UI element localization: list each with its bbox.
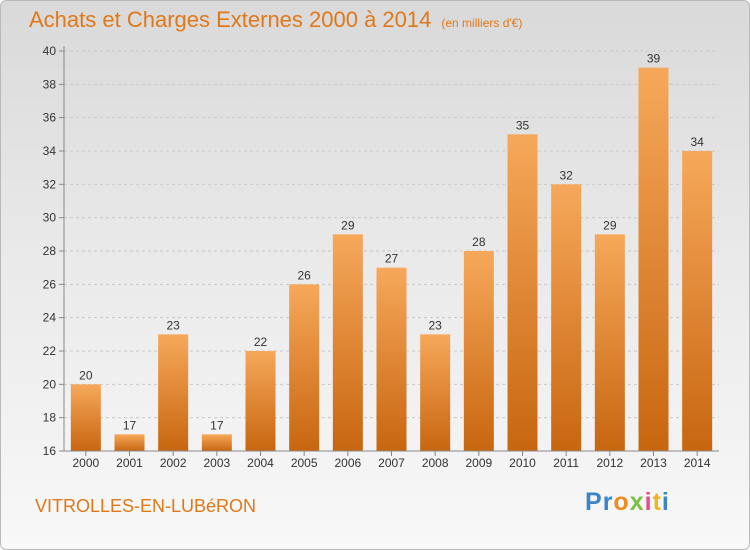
x-tick-label: 2009 <box>465 456 492 470</box>
x-tick-label: 2000 <box>72 456 99 470</box>
chart-title: Achats et Charges Externes 2000 à 2014 (e… <box>29 7 522 33</box>
y-tick-label: 16 <box>43 444 57 458</box>
x-tick-label: 2004 <box>247 456 274 470</box>
y-tick-label: 24 <box>43 311 57 325</box>
x-tick-label: 2013 <box>640 456 667 470</box>
bar-value-label: 23 <box>166 318 180 332</box>
bar <box>638 67 669 452</box>
x-tick-label: 2012 <box>596 456 623 470</box>
bar-value-label: 17 <box>123 418 137 432</box>
bar-value-label: 23 <box>428 318 442 332</box>
x-tick-label: 2010 <box>509 456 536 470</box>
bar-value-label: 34 <box>690 135 704 149</box>
bar <box>332 234 363 451</box>
bar-value-label: 39 <box>647 52 661 66</box>
bar <box>376 267 407 451</box>
chart-title-text: Achats et Charges Externes 2000 à 2014 <box>29 7 432 32</box>
bar <box>594 234 625 451</box>
y-tick-label: 28 <box>43 244 57 258</box>
y-tick-label: 20 <box>43 377 57 391</box>
commune-name: VITROLLES-EN-LUBéRON <box>35 496 257 516</box>
y-tick-label: 38 <box>43 77 57 91</box>
bar <box>114 434 145 451</box>
bar-value-label: 27 <box>385 252 399 266</box>
bar-value-label: 20 <box>79 368 93 382</box>
x-tick-label: 2008 <box>422 456 449 470</box>
bar <box>507 134 538 452</box>
bar <box>201 434 232 451</box>
bar <box>245 351 276 451</box>
x-tick-label: 2003 <box>203 456 230 470</box>
bar-value-label: 22 <box>254 335 268 349</box>
bar-value-label: 29 <box>603 218 617 232</box>
y-tick-label: 36 <box>43 111 57 125</box>
bar <box>551 184 582 452</box>
bar <box>463 251 494 451</box>
bar <box>682 151 713 451</box>
y-tick-label: 40 <box>43 44 57 58</box>
y-tick-label: 22 <box>43 344 57 358</box>
x-tick-label: 2002 <box>160 456 187 470</box>
y-tick-label: 18 <box>43 411 57 425</box>
bar <box>420 334 451 451</box>
chart-subtitle: (en milliers d'€) <box>441 16 523 30</box>
y-tick-label: 26 <box>43 277 57 291</box>
x-tick-label: 2011 <box>553 456 579 470</box>
bar-value-label: 17 <box>210 418 224 432</box>
y-tick-label: 30 <box>43 211 57 225</box>
y-tick-label: 34 <box>43 144 57 158</box>
x-tick-label: 2005 <box>291 456 318 470</box>
x-tick-label: 2014 <box>684 456 711 470</box>
bar <box>158 334 189 451</box>
bar-value-label: 35 <box>516 118 530 132</box>
proxiti-logo: Proxiti <box>585 488 670 516</box>
bar <box>289 284 320 451</box>
bar-value-label: 26 <box>297 268 311 282</box>
bar-value-label: 32 <box>559 168 573 182</box>
axes: 16 18 20 22 24 26 28 30 32 34 36 38 40 2000 2001 2002 20… <box>43 44 719 470</box>
x-tick-label: 2006 <box>334 456 361 470</box>
bars: 20 17 23 17 22 26 29 27 23 28 35 32 29 39 34 <box>70 52 713 452</box>
y-tick-label: 32 <box>43 177 57 191</box>
bar <box>70 384 101 451</box>
x-tick-label: 2001 <box>116 456 143 470</box>
x-tick-label: 2007 <box>378 456 405 470</box>
bar-value-label: 29 <box>341 218 355 232</box>
bar-value-label: 28 <box>472 235 486 249</box>
